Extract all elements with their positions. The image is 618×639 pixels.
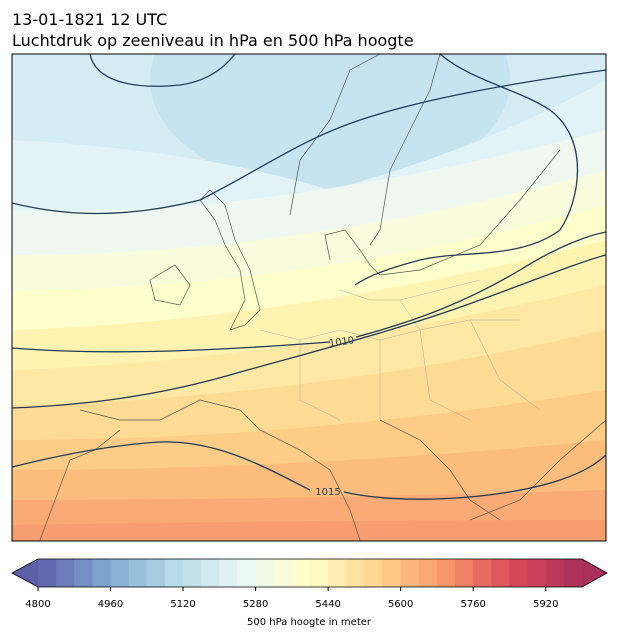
- colorbar-segment: [455, 559, 474, 587]
- colorbar-label: 500 hPa hoogte in meter: [247, 617, 372, 628]
- colorbar-segment: [38, 559, 57, 587]
- colorbar-segment: [164, 559, 184, 587]
- colorbar-tick-label: 4960: [98, 599, 123, 610]
- isobar: [12, 231, 606, 353]
- colorbar-segment: [310, 559, 329, 587]
- colorbar-segment: [146, 559, 166, 587]
- colorbar-segment: [328, 559, 347, 587]
- colorbar-extend-high: [582, 559, 607, 587]
- colorbar-segment: [346, 559, 365, 587]
- colorbar-tick-label: 5280: [243, 599, 268, 610]
- colorbar-segment: [183, 559, 202, 587]
- colorbar-tick-label: 5760: [460, 599, 485, 610]
- colorbar-segment: [509, 559, 529, 587]
- colorbar-segment: [563, 559, 583, 587]
- colorbar-tick-label: 5920: [533, 599, 558, 610]
- band: [12, 520, 606, 541]
- map: 1010 1015: [12, 54, 606, 541]
- colorbar-segment: [436, 559, 456, 587]
- subtitle: Luchtdruk op zeeniveau in hPa en 500 hPa…: [12, 31, 414, 50]
- colorbar: 4800 4960 5120 5280 5440 5600 5760 5920: [11, 558, 608, 610]
- colorbar-tick-label: 5600: [388, 599, 413, 610]
- colorbar-segment: [291, 559, 311, 587]
- colorbar-segment: [473, 559, 492, 587]
- colorbar-segment: [128, 559, 148, 587]
- isobar: [12, 69, 606, 215]
- colorbar-segment: [545, 559, 565, 587]
- colorbar-segment: [237, 559, 257, 587]
- isobar: [12, 441, 606, 500]
- colorbar-segment: [527, 559, 547, 587]
- colorbar-segment: [491, 559, 510, 587]
- colorbar-segment: [382, 559, 402, 587]
- colorbar-segment: [364, 559, 384, 587]
- colorbar-tick-label: 5120: [170, 599, 195, 610]
- title: 13-01-1821 12 UTC: [12, 10, 167, 29]
- colorbar-outline: [11, 558, 608, 588]
- country-border: [259, 279, 541, 421]
- colorbar-segment: [255, 559, 275, 587]
- coastline: [39, 54, 606, 541]
- colorbar-segment: [273, 559, 293, 587]
- colorbar-segment: [219, 559, 238, 587]
- isobar: [89, 54, 579, 286]
- colorbar-extend-low: [12, 559, 38, 587]
- colorbar-tick-label: 4800: [25, 599, 50, 610]
- colorbar-segment: [56, 559, 75, 587]
- contour-label: 1015: [315, 487, 340, 498]
- map-frame: [11, 53, 607, 542]
- colorbar-segment: [400, 559, 420, 587]
- colorbar-segment: [92, 559, 112, 587]
- colorbar-segment: [110, 559, 130, 587]
- colorbar-tick-label: 5440: [315, 599, 340, 610]
- contour-label: 1010: [328, 335, 355, 349]
- colorbar-segment: [201, 559, 220, 587]
- band: [150, 54, 510, 190]
- isobar: [12, 254, 606, 409]
- colorbar-segment: [74, 559, 93, 587]
- colorbar-segment: [418, 559, 438, 587]
